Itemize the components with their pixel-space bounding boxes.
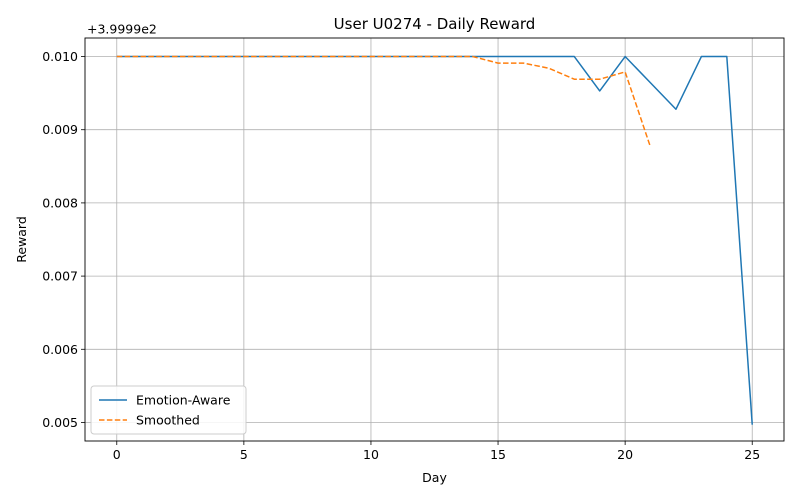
- legend: Emotion-Aware Smoothed: [90, 385, 247, 435]
- legend-label: Smoothed: [136, 413, 200, 428]
- chart-title: User U0274 - Daily Reward: [334, 15, 536, 33]
- x-tick-label: 25: [744, 447, 760, 462]
- x-axis-label: Day: [422, 470, 447, 485]
- x-tick-label: 15: [490, 447, 506, 462]
- x-tick-label: 20: [617, 447, 633, 462]
- axis-ticks: 0 5 10 15 20 25 0.005 0.006 0.007 0.008 0.009 0.010: [42, 49, 760, 462]
- x-tick-label: 5: [240, 447, 248, 462]
- y-tick-label: 0.006: [42, 342, 78, 357]
- y-tick-label: 0.009: [42, 122, 78, 137]
- x-tick-label: 10: [363, 447, 379, 462]
- y-tick-label: 0.005: [42, 415, 78, 430]
- y-tick-label: 0.007: [42, 269, 78, 284]
- y-axis-label: Reward: [14, 216, 29, 263]
- plot-area-frame: [84, 37, 785, 442]
- series-line-emotion-aware: [116, 55, 753, 425]
- series-lines: [116, 55, 753, 425]
- series-line-smoothed: [116, 55, 652, 148]
- legend-label: Emotion-Aware: [136, 393, 231, 408]
- y-tick-label: 0.010: [42, 49, 78, 64]
- legend-box: [90, 385, 247, 435]
- grid: [85, 38, 784, 441]
- y-axis-offset-text: +3.9999e2: [87, 22, 157, 37]
- x-tick-label: 0: [113, 447, 121, 462]
- y-tick-label: 0.008: [42, 195, 78, 210]
